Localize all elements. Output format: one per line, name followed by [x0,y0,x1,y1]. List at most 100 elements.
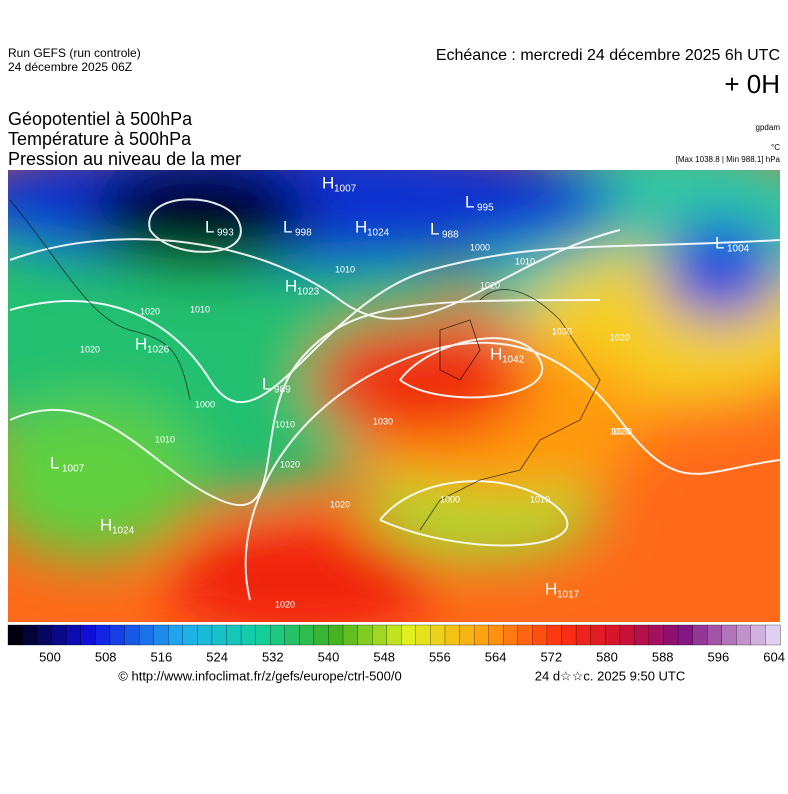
isobar-label: 1020 [330,499,350,509]
isobar-label: 1010 [515,256,535,266]
center-value: 998 [295,228,312,239]
isobar-label: 1000 [470,242,490,252]
colorbar-swatch [750,624,767,646]
isobar-label: 1010 [530,494,550,504]
colorbar-label: 572 [540,649,562,664]
center-letter: L [283,217,292,236]
colorbar-swatch [7,624,24,646]
colorbar-swatch [299,624,315,646]
center-value: 989 [274,385,291,396]
colorbar-swatch [590,624,606,646]
field: Géopotentiel à 500hPa [8,109,193,129]
colorbar-swatch [342,624,359,646]
colorbar-swatch [168,624,184,646]
colorbar-swatch [415,624,432,646]
unit: gpdam [756,123,781,132]
unit: °C [771,143,780,152]
colorbar-label: 548 [373,649,395,664]
center-letter: H [100,515,112,534]
colorbar-swatch [22,624,38,646]
center-value: 993 [217,228,234,239]
center-letter: H [545,579,557,598]
colorbar-swatch [66,624,82,646]
colorbar-swatch [226,624,242,646]
colorbar-swatch [648,624,665,646]
colorbar-label: 580 [596,649,618,664]
offset: + 0H [724,69,780,99]
colorbar-swatch [36,624,53,646]
isobar-label: 1020 [610,426,630,436]
colorbar-label: 588 [652,649,674,664]
colorbar-swatch [488,624,504,646]
isobar-label: 1020 [140,306,160,316]
isobar-label: 1020 [480,280,500,290]
colorbar-label: 596 [708,649,730,664]
isobar-label: 1000 [195,399,215,409]
colorbar-swatch [372,624,388,646]
center-value: 988 [442,230,459,241]
center-letter: L [430,219,439,238]
footer-stamp: 24 d☆☆c. 2025 9:50 UTC [535,668,686,683]
colorbar-swatch [211,624,228,646]
center-letter: H [285,276,297,295]
footer-url: © http://www.infoclimat.fr/z/gefs/europe… [118,668,401,683]
colorbar-swatch [459,624,475,646]
colorbar-swatch [605,624,621,646]
colorbar: 500 508 516 524 532 540 548 556 564 572 580 588 596 6… [7,624,785,664]
colorbar-swatch [619,624,635,646]
center-letter: L [205,217,214,236]
isobar-label: 1010 [335,264,355,274]
center-value: 1024 [112,526,135,537]
field: Pression au niveau de la mer [8,149,241,169]
colorbar-swatch [386,624,402,646]
colorbar-swatch [634,624,650,646]
center-letter: H [490,344,502,363]
center-value: 1017 [557,590,580,601]
colorbar-swatch [138,624,155,646]
isobar-label: 1010 [275,419,295,429]
colorbar-swatch [430,624,446,646]
colorbar-swatch [109,624,126,646]
center-value: 1023 [297,287,320,298]
colorbar-swatch [517,624,534,646]
colorbar-swatch [124,624,140,646]
colorbar-swatch [328,624,344,646]
colorbar-label: 524 [206,649,228,664]
field: Température à 500hPa [8,129,192,149]
colorbar-label: 564 [485,649,507,664]
colorbar-swatch [546,624,563,646]
center-value: 1024 [367,228,390,239]
colorbar-label: 532 [262,649,284,664]
colorbar-label: 556 [429,649,451,664]
colorbar-swatch [80,624,97,646]
colorbar-swatch [575,624,592,646]
run: Run GEFS (run controle) [8,46,141,60]
colorbar-swatch [153,624,169,646]
isobar-label: 1010 [190,304,210,314]
colorbar-swatch [765,624,781,646]
center-letter: L [50,453,59,472]
center-letter: H [135,334,147,353]
center-value: 1007 [334,184,357,195]
colorbar-label: 508 [95,649,117,664]
colorbar-swatch [357,624,373,646]
map [8,170,780,622]
colorbar-swatch [692,624,708,646]
colorbar-swatch [663,624,679,646]
isobar-label: 1020 [80,344,100,354]
extremes: [Max 1038.8 | Min 988.1] hPa [676,155,781,164]
colorbar-swatch [182,624,199,646]
colorbar-swatch [677,624,694,646]
center-letter: H [355,217,367,236]
colorbar-swatch [51,624,67,646]
center-letter: L [715,233,724,252]
colorbar-swatch [197,624,213,646]
center-letter: L [262,374,271,393]
isobar-label: 1000 [440,494,460,504]
center-value: 1042 [502,355,525,366]
colorbar-swatch [532,624,548,646]
center-value: 1004 [727,244,750,255]
colorbar-swatch [270,624,286,646]
